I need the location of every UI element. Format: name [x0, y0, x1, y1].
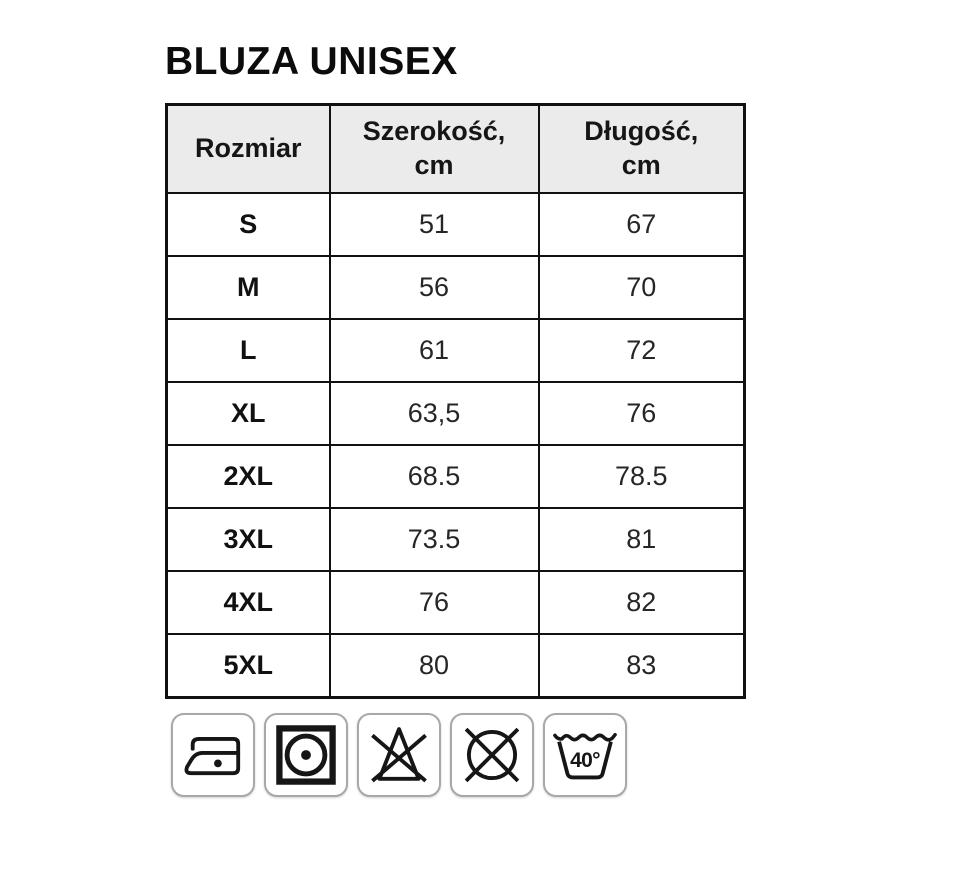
width-cell: 80 [328, 633, 540, 699]
care-icon-do-not-bleach [357, 713, 441, 797]
header-line: Rozmiar [194, 133, 302, 164]
machine-wash-40-icon: 40° [553, 732, 617, 780]
header-cell-length: Długość, cm [537, 103, 746, 194]
care-icon-tumble-dry [264, 713, 348, 797]
length-cell: 78.5 [537, 444, 746, 509]
size-cell: 2XL [165, 444, 331, 509]
do-not-bleach-icon [371, 727, 427, 783]
length-cell: 83 [537, 633, 746, 699]
header-line: Długość, [584, 116, 699, 147]
table-row: L 61 72 [165, 318, 746, 383]
width-cell: 61 [328, 318, 540, 383]
size-cell: L [165, 318, 331, 383]
care-icon-iron [171, 713, 255, 797]
table-row: 2XL 68.5 78.5 [165, 444, 746, 509]
size-cell: 4XL [165, 570, 331, 635]
header-cell-width: Szerokość, cm [328, 103, 540, 194]
do-not-dry-clean-icon [464, 727, 520, 783]
iron-one-dot-icon [184, 736, 241, 776]
size-cell: XL [165, 381, 331, 446]
page-title: BLUZA UNISEX [165, 40, 458, 83]
care-icon-wash-40: 40° [543, 713, 627, 797]
table-row: 3XL 73.5 81 [165, 507, 746, 572]
page: BLUZA UNISEX Rozmiar Szerokość, cm Długo… [165, 40, 960, 797]
care-icons-row: 40° [171, 713, 960, 797]
table-row: M 56 70 [165, 255, 746, 320]
width-cell: 51 [328, 192, 540, 257]
size-cell: M [165, 255, 331, 320]
table-row: 4XL 76 82 [165, 570, 746, 635]
width-cell: 76 [328, 570, 540, 635]
care-icon-do-not-dry-clean [450, 713, 534, 797]
header-cell-size: Rozmiar [165, 103, 331, 194]
wash-temperature-label: 40° [570, 749, 600, 772]
length-cell: 72 [537, 318, 746, 383]
size-cell: S [165, 192, 331, 257]
width-cell: 68.5 [328, 444, 540, 509]
size-table: Rozmiar Szerokość, cm Długość, cm S 51 6… [165, 103, 746, 699]
table-row: XL 63,5 76 [165, 381, 746, 446]
size-cell: 5XL [165, 633, 331, 699]
length-cell: 76 [537, 381, 746, 446]
table-row: 5XL 80 83 [165, 633, 746, 699]
length-cell: 67 [537, 192, 746, 257]
header-line: cm [621, 150, 661, 180]
table-row: S 51 67 [165, 192, 746, 257]
length-cell: 70 [537, 255, 746, 320]
tumble-dry-one-dot-icon [276, 725, 336, 785]
length-cell: 81 [537, 507, 746, 572]
width-cell: 73.5 [328, 507, 540, 572]
width-cell: 56 [328, 255, 540, 320]
width-cell: 63,5 [328, 381, 540, 446]
size-cell: 3XL [165, 507, 331, 572]
header-line: cm [414, 150, 454, 180]
header-line: Szerokość, [362, 116, 506, 147]
header-row: Rozmiar Szerokość, cm Długość, cm [165, 103, 746, 194]
length-cell: 82 [537, 570, 746, 635]
